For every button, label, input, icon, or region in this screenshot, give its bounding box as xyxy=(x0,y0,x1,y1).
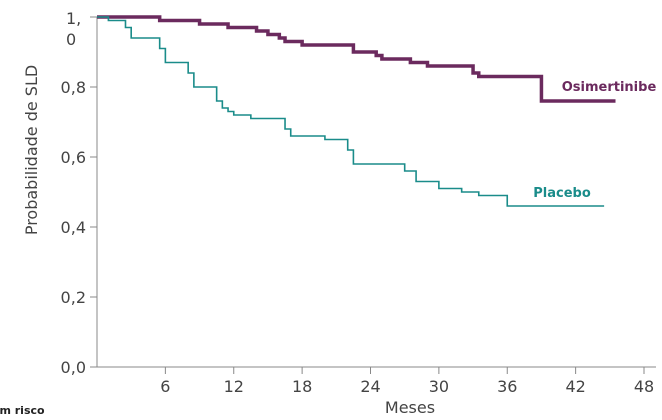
x-tick-label: 18 xyxy=(292,377,312,396)
y-tick-label: 1, 0 xyxy=(66,9,81,49)
y-tick-label: 0,2 xyxy=(61,288,86,307)
x-tick-label: 36 xyxy=(497,377,517,396)
y-tick-label: 0,6 xyxy=(61,148,86,167)
x-tick-label: 48 xyxy=(634,377,654,396)
x-tick-label: 42 xyxy=(565,377,585,396)
x-tick-label: 24 xyxy=(360,377,380,396)
y-tick-label: 0,4 xyxy=(61,218,86,237)
y-axis-ticks: 0,0 0,2 0,4 0,6 0,8 1, 0 xyxy=(61,9,97,377)
series-line-placebo xyxy=(97,16,605,207)
series-label-osimertinibe: Osimertinibe xyxy=(562,80,657,95)
series-lines xyxy=(97,15,616,207)
x-tick-label: 12 xyxy=(224,377,244,396)
series-line-osimertinibe xyxy=(97,15,616,103)
y-tick-label: 0,8 xyxy=(61,78,86,97)
y-axis-title: Probabilidade de SLD xyxy=(22,65,41,235)
x-axis-ticks: 6 12 18 24 30 36 42 48 xyxy=(160,367,654,396)
series-label-placebo: Placebo xyxy=(533,186,591,201)
y-tick-label: 0,0 xyxy=(61,358,86,377)
footer-note: em risco xyxy=(0,404,45,417)
x-axis-title: Meses xyxy=(385,398,435,417)
x-tick-label: 6 xyxy=(160,377,170,396)
x-tick-label: 30 xyxy=(429,377,449,396)
